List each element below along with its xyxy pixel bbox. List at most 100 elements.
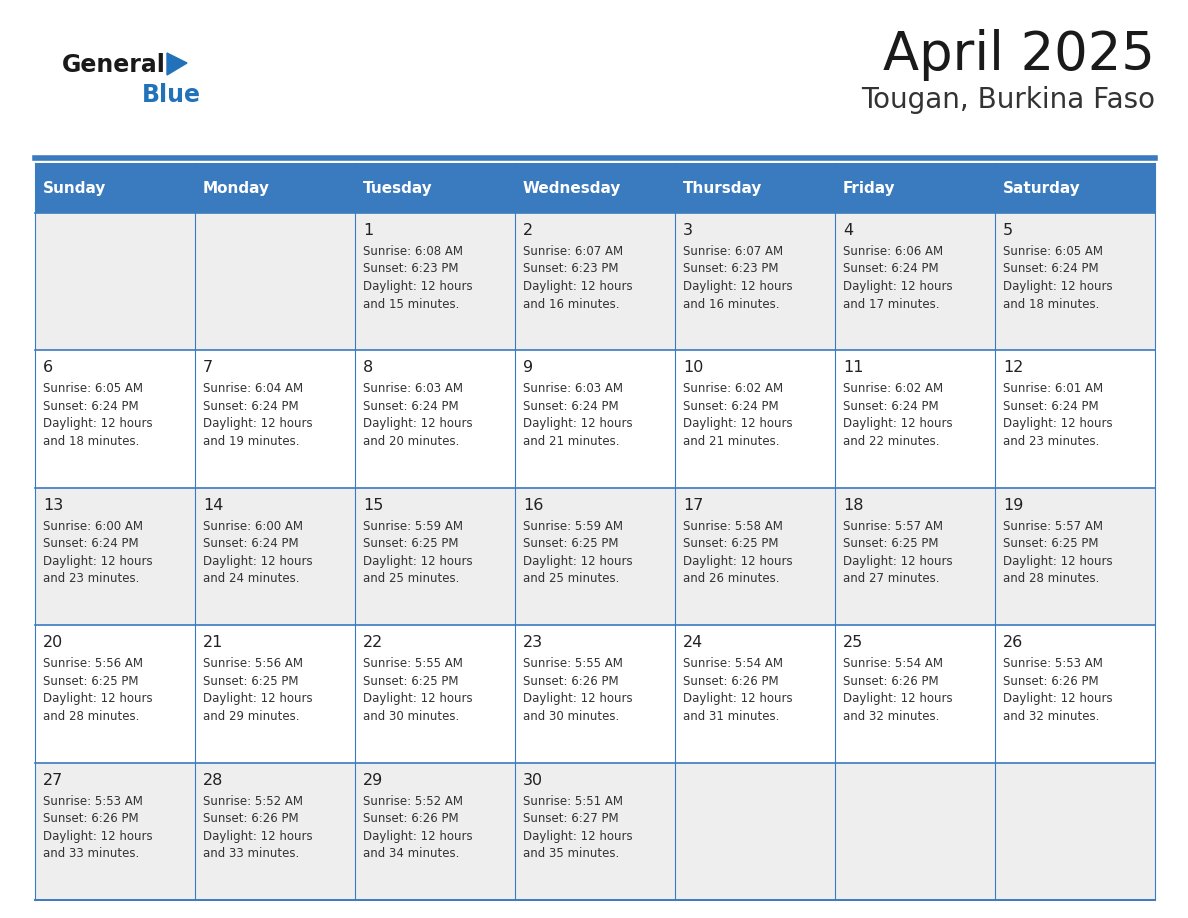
Text: Saturday: Saturday xyxy=(1003,181,1081,196)
Text: Sunrise: 5:53 AM: Sunrise: 5:53 AM xyxy=(43,795,143,808)
Text: 21: 21 xyxy=(203,635,223,650)
Text: and 21 minutes.: and 21 minutes. xyxy=(683,435,779,448)
Text: and 28 minutes.: and 28 minutes. xyxy=(1003,572,1099,586)
Text: 22: 22 xyxy=(364,635,384,650)
Text: Sunrise: 6:04 AM: Sunrise: 6:04 AM xyxy=(203,383,303,396)
Text: Daylight: 12 hours: Daylight: 12 hours xyxy=(523,418,633,431)
Bar xyxy=(34,763,1155,900)
Text: 5: 5 xyxy=(1003,223,1013,238)
Text: Sunset: 6:26 PM: Sunset: 6:26 PM xyxy=(683,675,778,688)
Text: and 27 minutes.: and 27 minutes. xyxy=(843,572,940,586)
Text: Sunset: 6:24 PM: Sunset: 6:24 PM xyxy=(364,400,459,413)
Text: and 25 minutes.: and 25 minutes. xyxy=(523,572,619,586)
Text: 14: 14 xyxy=(203,498,223,513)
Bar xyxy=(34,351,1155,487)
Text: Sunday: Sunday xyxy=(43,181,107,196)
Text: Monday: Monday xyxy=(203,181,270,196)
Text: and 16 minutes.: and 16 minutes. xyxy=(683,297,779,310)
Text: Wednesday: Wednesday xyxy=(523,181,621,196)
Text: Sunrise: 6:05 AM: Sunrise: 6:05 AM xyxy=(1003,245,1102,258)
Text: General: General xyxy=(62,53,166,77)
Text: Daylight: 12 hours: Daylight: 12 hours xyxy=(203,418,312,431)
Text: Sunrise: 6:00 AM: Sunrise: 6:00 AM xyxy=(43,520,143,532)
Bar xyxy=(34,625,1155,763)
Text: Sunset: 6:25 PM: Sunset: 6:25 PM xyxy=(43,675,139,688)
Text: Daylight: 12 hours: Daylight: 12 hours xyxy=(843,280,953,293)
Text: Sunset: 6:24 PM: Sunset: 6:24 PM xyxy=(1003,400,1099,413)
Text: 4: 4 xyxy=(843,223,853,238)
Text: 3: 3 xyxy=(683,223,693,238)
Text: and 30 minutes.: and 30 minutes. xyxy=(523,710,619,722)
Text: and 19 minutes.: and 19 minutes. xyxy=(203,435,299,448)
Text: Tuesday: Tuesday xyxy=(364,181,432,196)
Text: Daylight: 12 hours: Daylight: 12 hours xyxy=(843,554,953,568)
Text: Sunrise: 6:00 AM: Sunrise: 6:00 AM xyxy=(203,520,303,532)
Text: 12: 12 xyxy=(1003,361,1023,375)
Text: 30: 30 xyxy=(523,773,543,788)
Text: Sunrise: 6:02 AM: Sunrise: 6:02 AM xyxy=(843,383,943,396)
Text: and 29 minutes.: and 29 minutes. xyxy=(203,710,299,722)
Text: Daylight: 12 hours: Daylight: 12 hours xyxy=(364,830,473,843)
Text: Sunrise: 5:54 AM: Sunrise: 5:54 AM xyxy=(683,657,783,670)
Text: Sunrise: 6:03 AM: Sunrise: 6:03 AM xyxy=(523,383,623,396)
Text: Daylight: 12 hours: Daylight: 12 hours xyxy=(203,830,312,843)
Text: Sunset: 6:24 PM: Sunset: 6:24 PM xyxy=(203,400,298,413)
Text: 1: 1 xyxy=(364,223,373,238)
Text: Daylight: 12 hours: Daylight: 12 hours xyxy=(1003,280,1113,293)
Text: Daylight: 12 hours: Daylight: 12 hours xyxy=(523,692,633,705)
Text: Sunrise: 6:08 AM: Sunrise: 6:08 AM xyxy=(364,245,463,258)
Text: and 15 minutes.: and 15 minutes. xyxy=(364,297,460,310)
Text: and 18 minutes.: and 18 minutes. xyxy=(1003,297,1099,310)
Text: 7: 7 xyxy=(203,361,213,375)
Text: Sunrise: 6:05 AM: Sunrise: 6:05 AM xyxy=(43,383,143,396)
Text: 27: 27 xyxy=(43,773,63,788)
Text: Daylight: 12 hours: Daylight: 12 hours xyxy=(843,692,953,705)
Text: 8: 8 xyxy=(364,361,373,375)
Text: Sunset: 6:26 PM: Sunset: 6:26 PM xyxy=(1003,675,1099,688)
Text: 26: 26 xyxy=(1003,635,1023,650)
Text: and 34 minutes.: and 34 minutes. xyxy=(364,847,460,860)
Text: and 31 minutes.: and 31 minutes. xyxy=(683,710,779,722)
Text: Sunrise: 5:51 AM: Sunrise: 5:51 AM xyxy=(523,795,623,808)
Text: Sunrise: 5:56 AM: Sunrise: 5:56 AM xyxy=(203,657,303,670)
Text: Sunrise: 5:57 AM: Sunrise: 5:57 AM xyxy=(843,520,943,532)
Bar xyxy=(34,163,1155,213)
Text: and 33 minutes.: and 33 minutes. xyxy=(43,847,139,860)
Text: Sunset: 6:25 PM: Sunset: 6:25 PM xyxy=(364,537,459,550)
Text: Daylight: 12 hours: Daylight: 12 hours xyxy=(203,554,312,568)
Text: and 26 minutes.: and 26 minutes. xyxy=(683,572,779,586)
Bar xyxy=(34,213,1155,351)
Text: Daylight: 12 hours: Daylight: 12 hours xyxy=(683,692,792,705)
Text: Sunset: 6:24 PM: Sunset: 6:24 PM xyxy=(843,400,939,413)
Text: Sunset: 6:24 PM: Sunset: 6:24 PM xyxy=(843,263,939,275)
Text: Sunrise: 6:01 AM: Sunrise: 6:01 AM xyxy=(1003,383,1104,396)
Text: 6: 6 xyxy=(43,361,53,375)
Text: Sunrise: 5:59 AM: Sunrise: 5:59 AM xyxy=(523,520,623,532)
Text: Sunset: 6:25 PM: Sunset: 6:25 PM xyxy=(843,537,939,550)
Text: 24: 24 xyxy=(683,635,703,650)
Text: and 32 minutes.: and 32 minutes. xyxy=(1003,710,1099,722)
Text: and 32 minutes.: and 32 minutes. xyxy=(843,710,940,722)
Text: Thursday: Thursday xyxy=(683,181,763,196)
Text: Sunset: 6:27 PM: Sunset: 6:27 PM xyxy=(523,812,619,825)
Text: Daylight: 12 hours: Daylight: 12 hours xyxy=(683,418,792,431)
Text: Sunset: 6:25 PM: Sunset: 6:25 PM xyxy=(364,675,459,688)
Text: 9: 9 xyxy=(523,361,533,375)
Text: 25: 25 xyxy=(843,635,864,650)
Text: Sunset: 6:24 PM: Sunset: 6:24 PM xyxy=(43,400,139,413)
Text: and 21 minutes.: and 21 minutes. xyxy=(523,435,619,448)
Text: 16: 16 xyxy=(523,498,543,513)
Text: Sunrise: 5:55 AM: Sunrise: 5:55 AM xyxy=(523,657,623,670)
Text: Daylight: 12 hours: Daylight: 12 hours xyxy=(1003,418,1113,431)
Text: and 17 minutes.: and 17 minutes. xyxy=(843,297,940,310)
Text: Daylight: 12 hours: Daylight: 12 hours xyxy=(1003,692,1113,705)
Text: and 20 minutes.: and 20 minutes. xyxy=(364,435,460,448)
Text: 18: 18 xyxy=(843,498,864,513)
Text: 19: 19 xyxy=(1003,498,1023,513)
Text: 23: 23 xyxy=(523,635,543,650)
Text: Friday: Friday xyxy=(843,181,896,196)
Text: Sunrise: 6:07 AM: Sunrise: 6:07 AM xyxy=(523,245,624,258)
Text: and 16 minutes.: and 16 minutes. xyxy=(523,297,619,310)
Text: Sunset: 6:23 PM: Sunset: 6:23 PM xyxy=(523,263,619,275)
Text: Sunrise: 5:57 AM: Sunrise: 5:57 AM xyxy=(1003,520,1102,532)
